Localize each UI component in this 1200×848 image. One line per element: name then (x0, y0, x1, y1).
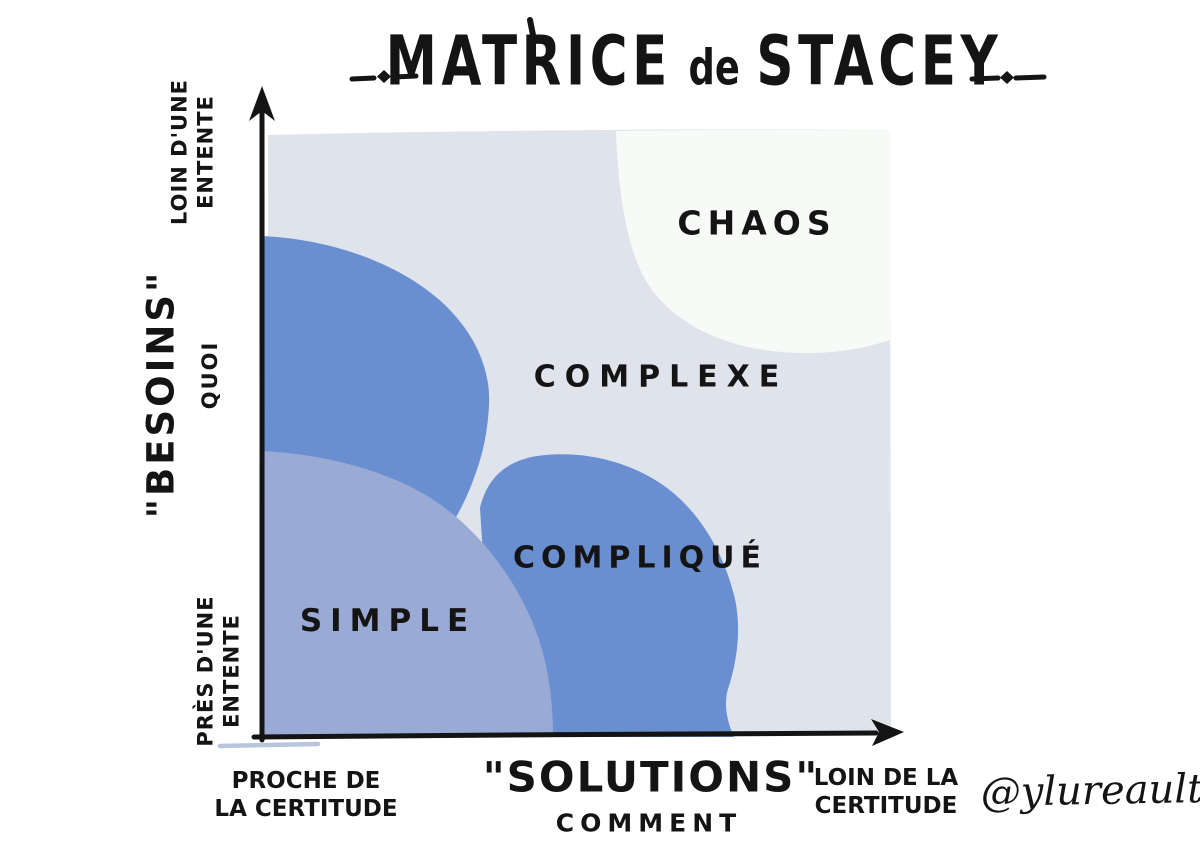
y-axis-bottom-line1: PRÈS D'UNE (193, 595, 218, 747)
x-axis-right-line1: LOIN DE LA (813, 764, 959, 791)
x-axis-left-line2: LA CERTITUDE (214, 796, 398, 822)
x-axis-left-line1: PROCHE DE (231, 767, 381, 794)
y-axis-top-line1: LOIN D'UNE (167, 78, 192, 226)
x-axis-sub-label: COMMENT (555, 808, 743, 838)
simple-blob (262, 451, 553, 737)
author-signature: @ylureault (980, 766, 1200, 816)
region-label-simple: SIMPLE (299, 603, 477, 639)
y-axis-top-label: LOIN D'UNE ENTENTE (167, 79, 218, 225)
x-axis-arrowhead (871, 719, 904, 746)
y-axis-bottom-line2: ENTENTE (219, 614, 243, 728)
x-axis-line (251, 730, 879, 740)
title-part2: STACEY (756, 22, 1003, 102)
title-part1: MATRICE (385, 22, 672, 102)
title-connector: de (688, 40, 740, 97)
y-axis-sub-label: QUOI (198, 340, 222, 410)
y-axis-bottom-label: PRÈS D'UNE ENTENTE (193, 595, 244, 746)
x-axis-left-label: PROCHE DE LA CERTITUDE (214, 767, 397, 823)
region-label-chaos: CHAOS (677, 203, 837, 243)
y-axis-top-line2: ENTENTE (193, 95, 217, 209)
y-axis-arrowhead (249, 86, 275, 121)
diamond-icon (377, 70, 391, 83)
title-ornament-left (349, 70, 419, 83)
axis-underline-smudge (217, 741, 321, 749)
x-axis-right-line2: CERTITUDE (814, 793, 958, 819)
region-label-complique: COMPLIQUÉ (513, 540, 767, 576)
y-axis-line (259, 107, 265, 743)
x-axis-main-label: "SOLUTIONS" (482, 752, 820, 802)
chaos-region (616, 129, 890, 353)
page-title: MATRICE de STACEY (386, 22, 1003, 101)
diamond-icon (1000, 71, 1014, 84)
region-label-complexe: COMPLEXE (533, 359, 789, 395)
title-i-dot (527, 17, 536, 38)
y-axis-main-label: "BESOINS" (139, 269, 183, 519)
title-ornament-right (969, 71, 1047, 84)
x-axis-right-label: LOIN DE LA CERTITUDE (814, 764, 958, 820)
